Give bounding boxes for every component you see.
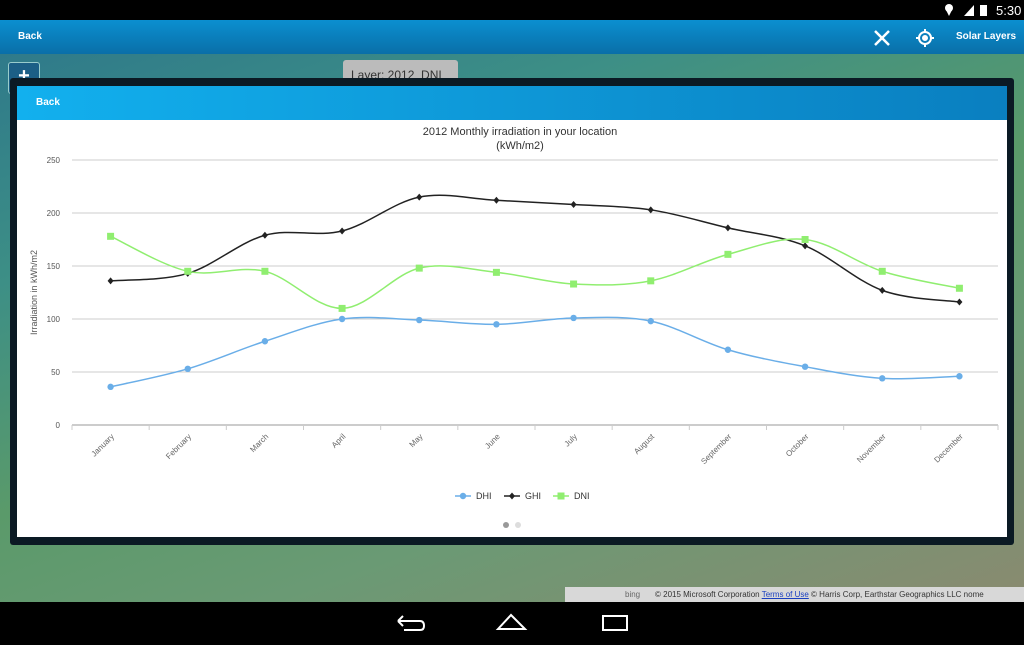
nav-back[interactable] [397, 615, 426, 631]
y-tick-label: 0 [56, 421, 61, 430]
nav-buttons [397, 613, 628, 631]
marker [415, 264, 423, 272]
marker [339, 227, 346, 235]
marker [647, 277, 655, 285]
x-tick-label: August [632, 432, 657, 457]
marker [878, 267, 886, 275]
x-tick-label: June [483, 432, 502, 451]
marker [107, 383, 114, 391]
tools-icon[interactable] [874, 30, 890, 46]
marker [570, 280, 578, 288]
y-axis-label: Irradiation in kWh/m2 [29, 250, 39, 335]
marker [493, 321, 500, 328]
legend-marker [509, 492, 515, 500]
x-tick-label: October [784, 432, 811, 459]
credits: © Harris Corp, Earthstar Geographics LLC… [811, 590, 984, 599]
marker [107, 232, 115, 240]
marker [570, 314, 577, 322]
marker [647, 206, 654, 214]
legend-marker [557, 492, 565, 500]
marker [801, 236, 809, 243]
x-tick-label: November [855, 432, 888, 465]
y-tick-label: 100 [47, 315, 61, 324]
marker [724, 346, 732, 353]
nav-recents[interactable] [602, 615, 628, 631]
pager-dot [503, 522, 509, 528]
copyright: © 2015 Microsoft Corporation [655, 590, 760, 599]
legend-item[interactable]: GHI [504, 491, 541, 501]
pager-dot [515, 522, 521, 528]
x-tick-label: December [932, 432, 965, 465]
series-line [110, 194, 960, 303]
x-tick-label: May [408, 432, 425, 449]
marker [184, 365, 191, 373]
series [107, 314, 963, 391]
marker [261, 338, 269, 345]
marker [492, 268, 500, 276]
marker [802, 242, 809, 250]
nav-home[interactable] [495, 613, 528, 630]
dialog-back-button[interactable]: Back [36, 97, 60, 108]
y-tick-label: 150 [47, 262, 61, 271]
series [107, 193, 963, 306]
marker [261, 231, 268, 239]
marker [416, 193, 423, 201]
series-line [110, 235, 960, 310]
marker [955, 284, 963, 292]
app-bar: Back Solar Layers [0, 20, 1024, 54]
marker [879, 375, 886, 382]
marker [724, 250, 732, 258]
marker [416, 316, 423, 324]
status-bar: 5:30 [0, 0, 1024, 20]
marker [184, 267, 192, 275]
series-line [110, 316, 960, 388]
marker [647, 317, 654, 325]
clock: 5:30 [996, 3, 1022, 18]
series [107, 232, 963, 312]
x-tick-label: January [90, 432, 116, 458]
legend-label: DNI [574, 491, 590, 501]
dialog-header: Back [17, 86, 1007, 120]
x-tick-label: April [330, 432, 348, 450]
marker [956, 298, 963, 306]
locate-icon[interactable] [916, 29, 934, 47]
y-tick-label: 250 [47, 156, 61, 165]
marker [261, 267, 269, 275]
marker [879, 286, 886, 294]
legend-label: GHI [525, 491, 541, 501]
y-tick-label: 200 [47, 209, 61, 218]
marker [107, 277, 114, 285]
y-tick-label: 50 [51, 368, 60, 377]
navigation-bar [0, 602, 1024, 640]
terms-link[interactable]: Terms of Use [761, 590, 809, 599]
attribution-text: © 2015 Microsoft Corporation Terms of Us… [655, 590, 984, 599]
legend-item[interactable]: DNI [553, 491, 590, 501]
status-icons [945, 4, 987, 16]
x-tick-label: July [563, 432, 579, 448]
dialog-body: 0 50 100 150 200 250 Irradiation in kWh/m2 Janu… [17, 120, 1007, 537]
marker [956, 373, 963, 380]
legend-label: DHI [476, 491, 492, 501]
x-tick-label: March [248, 432, 270, 454]
marker [801, 363, 809, 370]
marker [570, 201, 577, 209]
x-tick-label: September [699, 432, 733, 466]
back-button[interactable]: Back [18, 31, 42, 42]
marker [724, 224, 731, 232]
marker [338, 315, 346, 323]
marker [338, 304, 346, 312]
attribution: bing © 2015 Microsoft Corporation Terms … [565, 587, 1024, 602]
legend-item[interactable]: DHI [455, 491, 492, 501]
marker [493, 196, 500, 204]
toolbar-icons [874, 29, 934, 47]
solar-layers-button[interactable]: Solar Layers [956, 31, 1017, 42]
chart-title: 2012 Monthly irradiation in your locatio… [422, 126, 618, 152]
x-tick-label: February [164, 432, 193, 461]
chart: 0 50 100 150 200 250 Irradiation in kWh/m2 Janu… [29, 156, 999, 528]
bing-logo: bing [625, 590, 641, 599]
legend-marker [459, 492, 467, 500]
